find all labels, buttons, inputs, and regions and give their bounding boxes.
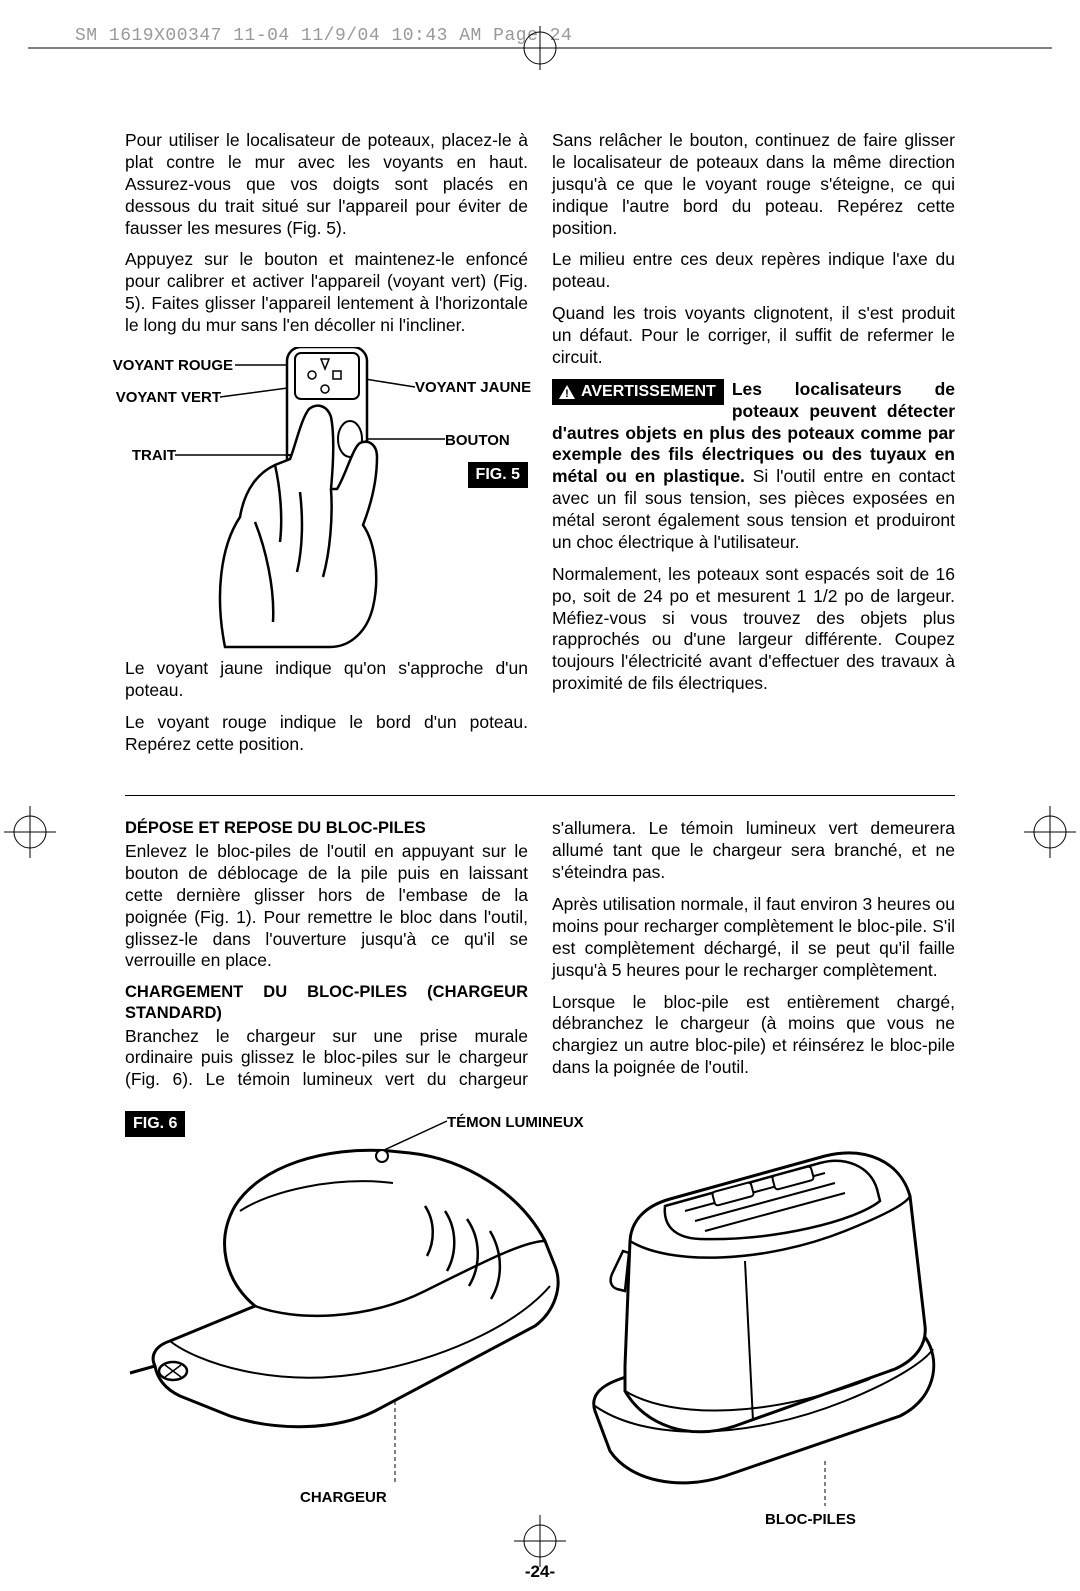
para: Quand les trois voyants clignotent, il s…: [552, 303, 955, 369]
crop-mark-top: [28, 48, 1052, 50]
warning-para: ! AVERTISSEMENT Les localisateurs de pot…: [552, 379, 955, 554]
heading-depose: DÉPOSE ET REPOSE DU BLOC-PILES: [125, 818, 528, 839]
section-divider: [125, 795, 955, 796]
warning-icon: !: [558, 384, 576, 400]
warning-label: AVERTISSEMENT: [581, 382, 716, 402]
para: s'allumera. Le témoin lumineux vert deme…: [552, 818, 955, 884]
heading-chargement: CHARGEMENT DU BLOC-PILES (CHARGEUR STAND…: [125, 982, 528, 1023]
para: Pour utiliser le localisateur de poteaux…: [125, 130, 528, 239]
col-right-2: s'allumera. Le témoin lumineux vert deme…: [552, 818, 955, 1101]
figure-5: VOYANT ROUGE VOYANT VERT TRAIT VOYANT JA…: [125, 347, 528, 652]
para: Appuyez sur le bouton et maintenez-le en…: [125, 249, 528, 337]
para: Lorsque le bloc-pile est entièrement cha…: [552, 992, 955, 1080]
crop-mark-right: [1010, 792, 1080, 872]
fig6-illustration: [125, 1111, 955, 1531]
section-1: Pour utiliser le localisateur de poteaux…: [125, 130, 955, 765]
para: Sans relâcher le bouton, continuez de fa…: [552, 130, 955, 239]
col-left-1: Pour utiliser le localisateur de poteaux…: [125, 130, 528, 765]
page-number: -24-: [125, 1561, 955, 1582]
crop-mark-left: [0, 792, 70, 872]
para: Après utilisation normale, il faut envir…: [552, 894, 955, 982]
figure-6: FIG. 6 TÉMON LUMINEUX CHARGEUR BLOC-PILE…: [125, 1111, 955, 1541]
col-right-1: Sans relâcher le bouton, continuez de fa…: [552, 130, 955, 765]
para: Le milieu entre ces deux repères indique…: [552, 249, 955, 293]
section-2: DÉPOSE ET REPOSE DU BLOC-PILES Enlevez l…: [125, 818, 955, 1101]
col-left-2: DÉPOSE ET REPOSE DU BLOC-PILES Enlevez l…: [125, 818, 528, 1101]
para: Normalement, les poteaux sont espacés so…: [552, 564, 955, 695]
svg-text:!: !: [565, 388, 569, 400]
para: Enlevez le bloc-piles de l'outil en appu…: [125, 841, 528, 972]
para: Branchez le chargeur sur une prise mural…: [125, 1026, 528, 1092]
para: Le voyant jaune indique qu'on s'approche…: [125, 658, 528, 702]
page-content: Pour utiliser le localisateur de poteaux…: [125, 130, 955, 1582]
para: Le voyant rouge indique le bord d'un pot…: [125, 712, 528, 756]
fig5-illustration: [125, 347, 525, 652]
warning-badge: ! AVERTISSEMENT: [552, 379, 724, 405]
